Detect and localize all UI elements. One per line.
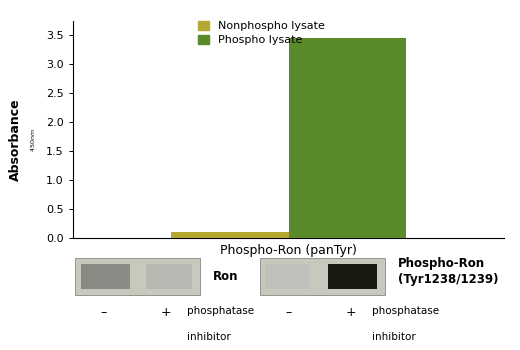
Text: inhibitor: inhibitor [372, 332, 415, 342]
Legend: Nonphospho lysate, Phospho lysate: Nonphospho lysate, Phospho lysate [193, 17, 329, 49]
Text: $_{450nm}$: $_{450nm}$ [29, 128, 38, 152]
Text: +: + [161, 306, 172, 319]
Text: +: + [346, 306, 356, 319]
FancyBboxPatch shape [146, 264, 192, 289]
FancyBboxPatch shape [75, 258, 200, 295]
Text: Ron: Ron [213, 270, 239, 283]
Text: –: – [285, 306, 292, 319]
FancyBboxPatch shape [265, 264, 309, 289]
Text: Phospho-Ron
(Tyr1238/1239): Phospho-Ron (Tyr1238/1239) [398, 257, 498, 286]
FancyBboxPatch shape [328, 264, 377, 289]
Bar [171, 232, 289, 238]
Bar [289, 38, 406, 238]
Text: inhibitor: inhibitor [187, 332, 231, 342]
Text: phosphatase: phosphatase [372, 306, 439, 316]
FancyBboxPatch shape [81, 264, 130, 289]
FancyBboxPatch shape [260, 258, 385, 295]
Text: –: – [101, 306, 107, 319]
Text: Absorbance: Absorbance [9, 99, 22, 181]
Text: phosphatase: phosphatase [187, 306, 254, 316]
